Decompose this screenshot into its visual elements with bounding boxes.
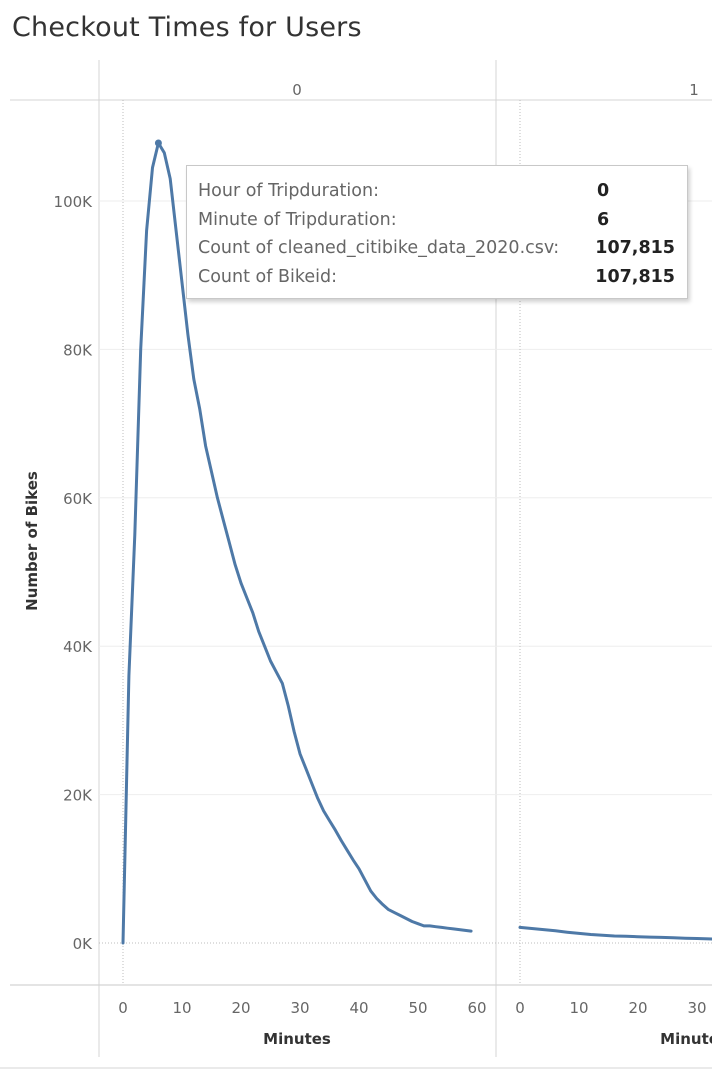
chart-title: Checkout Times for Users xyxy=(12,12,362,43)
y-tick-label: 40K xyxy=(63,638,93,656)
x-tick-label: 20 xyxy=(628,999,647,1017)
tooltip-row: Count of Bikeid: 107,815 xyxy=(198,263,675,292)
tooltip-key: Minute of Tripduration: xyxy=(198,209,397,230)
tooltip-row: Count of cleaned_citibike_data_2020.csv:… xyxy=(198,234,675,263)
y-tick-label: 60K xyxy=(63,490,93,508)
tooltip-value: 0 xyxy=(597,181,610,202)
x-tick-label: 40 xyxy=(349,999,368,1017)
tooltip-value: 6 xyxy=(597,209,610,230)
series-line xyxy=(518,925,712,941)
tooltip-value: 107,815 xyxy=(595,238,675,259)
y-tick-label: 100K xyxy=(54,193,94,211)
x-tick-label: 0 xyxy=(515,999,525,1017)
x-tick-label: 0 xyxy=(118,999,128,1017)
tooltip-row: Minute of Tripduration: 6 xyxy=(198,206,675,235)
tooltip-key: Count of cleaned_citibike_data_2020.csv: xyxy=(198,238,560,259)
tooltip-key: Count of Bikeid: xyxy=(198,266,337,287)
y-tick-label: 0K xyxy=(73,935,94,953)
tooltip: Hour of Tripduration: 0 Minute of Tripdu… xyxy=(186,165,688,299)
y-axis-label: Number of Bikes xyxy=(23,471,41,611)
x-axis-label: Minutes xyxy=(263,1030,331,1048)
panel-header: 1 xyxy=(689,81,699,99)
x-tick-label: 10 xyxy=(172,999,191,1017)
series-line xyxy=(121,141,473,945)
panel-header: 0 xyxy=(292,81,302,99)
tooltip-key: Hour of Tripduration: xyxy=(198,181,379,202)
y-tick-label: 20K xyxy=(63,787,93,805)
highlight-point xyxy=(154,139,162,147)
x-tick-label: 20 xyxy=(231,999,250,1017)
x-tick-label: 50 xyxy=(408,999,427,1017)
y-tick-label: 80K xyxy=(63,341,93,359)
tooltip-value: 107,815 xyxy=(595,266,675,287)
x-tick-label: 60 xyxy=(467,999,486,1017)
x-tick-label: 10 xyxy=(569,999,588,1017)
x-tick-label: 30 xyxy=(290,999,309,1017)
x-axis-label: Minutes xyxy=(660,1030,712,1048)
x-tick-label: 30 xyxy=(687,999,706,1017)
tooltip-row: Hour of Tripduration: 0 xyxy=(198,177,675,206)
